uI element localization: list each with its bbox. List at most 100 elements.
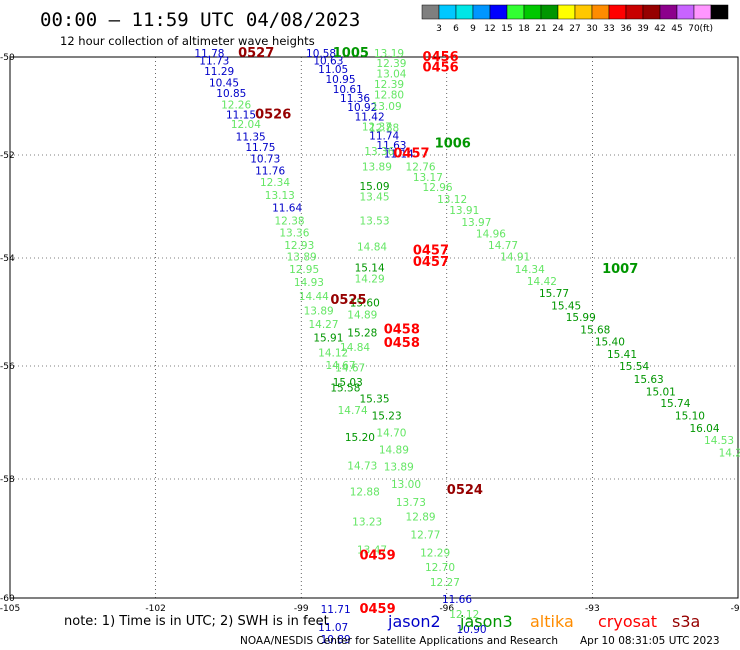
swh-value: 11.76 <box>255 166 285 178</box>
swh-value: 15.54 <box>619 361 649 373</box>
swh-value: 14.70 <box>376 428 406 440</box>
swh-value: 12.93 <box>284 240 314 252</box>
swh-value: 11.05 <box>318 64 348 76</box>
lon-tick-label: -96 <box>439 604 454 614</box>
swh-value: 14.67 <box>325 360 355 372</box>
pass-labels: 0527 1005 0456 1006 1007 0457 0524 0458 0526 0457… <box>238 46 638 617</box>
swh-value: 11.74 <box>369 130 399 142</box>
map-subtitle: 12 hour collection of altimeter wave hei… <box>60 34 315 48</box>
swh-value: 14.91 <box>500 252 530 264</box>
swh-value: 12.88 <box>350 487 380 499</box>
swh-value: 12.96 <box>423 182 453 194</box>
satellite-s3a: s3a <box>672 612 700 631</box>
lon-tick-label: -99 <box>294 604 309 614</box>
swh-value: 13.12 <box>437 194 467 206</box>
swh-value: 15.35 <box>359 394 389 406</box>
lat-tick-label: -56 <box>0 362 15 372</box>
swh-value: 13.19 <box>374 48 404 60</box>
swh-value: 13.73 <box>396 497 426 509</box>
scale-label: 12 <box>484 24 495 34</box>
swh-value: 12.12 <box>449 609 479 621</box>
satellite-jason2: jason2 <box>387 612 441 631</box>
scale-label: 39 <box>637 24 649 34</box>
pass-label: 1007 <box>602 262 638 277</box>
swh-value: 15.14 <box>355 263 385 275</box>
scale-label: 70 <box>688 24 700 34</box>
swh-value: 11.07 <box>318 622 348 634</box>
swh-value: 12.95 <box>289 264 319 276</box>
scale-swatch <box>676 4 695 20</box>
pass-label: 1005 <box>333 46 369 61</box>
scale-swatch <box>421 4 440 20</box>
lat-tick-label: -50 <box>0 53 15 63</box>
scale-label: 27 <box>569 24 580 34</box>
swh-value: 11.36 <box>340 93 370 105</box>
swh-value: 15.74 <box>660 398 690 410</box>
swh-value: 12.37 <box>362 122 392 134</box>
swh-value: 14.53 <box>704 435 734 447</box>
swh-value: 12.29 <box>420 547 450 559</box>
scale-unit: (ft) <box>699 24 713 34</box>
scale-label: 21 <box>535 24 546 34</box>
pass-label: 0457 <box>393 147 429 162</box>
pass-label: 0456 <box>423 61 459 76</box>
swh-value: 10.89 <box>321 634 351 646</box>
pass-label: 1006 <box>435 137 471 152</box>
swh-value: 15.20 <box>345 432 375 444</box>
swh-value: 12.88 <box>369 122 399 134</box>
swh-value: 15.01 <box>646 386 676 398</box>
scale-label: 9 <box>470 24 476 34</box>
swh-value: 12.39 <box>376 58 406 70</box>
swh-value: 15.23 <box>372 411 402 423</box>
pass-label: 0459 <box>359 602 395 617</box>
pass-label: 0459 <box>359 548 395 563</box>
swh-value: 15.77 <box>539 288 569 300</box>
swh-value: 13.89 <box>384 462 414 474</box>
swh-value: 14.27 <box>719 447 740 459</box>
swh-value: 15.03 <box>333 377 363 389</box>
swh-value: 15.40 <box>595 336 625 348</box>
swh-value: 10.92 <box>347 102 377 114</box>
swh-value: 14.84 <box>357 241 387 253</box>
swh-value: 13.36 <box>364 146 394 158</box>
scale-label: 42 <box>654 24 665 34</box>
lat-tick-label: -54 <box>0 254 15 264</box>
swh-value: 15.58 <box>330 382 360 394</box>
swh-value: 14.77 <box>488 240 518 252</box>
swh-value: 15.60 <box>350 298 380 310</box>
pass-label: 0457 <box>413 243 449 258</box>
footer-note: note: 1) Time is in UTC; 2) SWH is in fe… <box>64 614 329 629</box>
swh-value: 12.70 <box>425 562 455 574</box>
pass-label: 0456 <box>423 50 459 65</box>
swh-value: 15.28 <box>347 327 377 339</box>
scale-swatch <box>472 4 491 20</box>
swh-value: 16.04 <box>689 423 719 435</box>
scale-label: 33 <box>603 24 614 34</box>
scale-swatch <box>659 4 678 20</box>
swh-value: 15.41 <box>607 349 637 361</box>
swh-value: 12.76 <box>406 161 436 173</box>
swh-value: 15.99 <box>566 312 596 324</box>
swh-value: 11.15 <box>226 109 256 121</box>
pass-label: 0527 <box>238 46 274 61</box>
swh-value: 14.44 <box>299 291 329 303</box>
pass-label: 0457 <box>413 255 449 270</box>
scale-swatch <box>608 4 627 20</box>
satellite-legend: jason2 jason3 altika cryosat s3a <box>387 612 700 631</box>
swh-value: 15.63 <box>634 374 664 386</box>
timestamp-text: Apr 10 08:31:05 UTC 2023 <box>580 635 720 647</box>
satellite-altika: altika <box>530 612 574 631</box>
swh-points: 11.7811.7311.2910.4510.8512.2611.1512.04… <box>194 48 740 646</box>
lon-tick-label: -102 <box>145 604 165 614</box>
swh-value: 11.73 <box>199 55 229 67</box>
swh-value: 10.63 <box>313 55 343 67</box>
swh-value: 10.61 <box>333 84 363 96</box>
scale-swatch <box>540 4 559 20</box>
lat-tick-label: -60 <box>0 594 15 604</box>
scale-swatch <box>489 4 508 20</box>
swh-value: 12.39 <box>374 79 404 91</box>
lat-lon-grid: -105 -102 -99 -96 -93 -90 -50 -52 -54 -56 -58 -60 <box>0 53 740 614</box>
swh-value: 11.35 <box>236 131 266 143</box>
satellite-cryosat: cryosat <box>598 612 657 631</box>
